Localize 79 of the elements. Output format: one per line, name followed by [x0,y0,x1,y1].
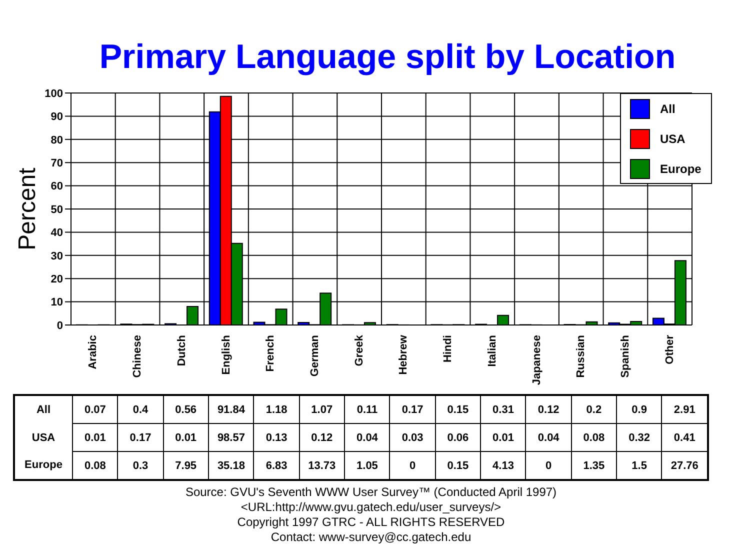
y-axis-title: Percent [14,167,41,250]
x-tick-label: French [264,334,277,372]
data-label: 1.35 [571,452,617,480]
chart-title: Primary Language split by Location [98,38,677,76]
x-tick-label: Chinese [132,335,144,378]
x-tick-label: Greek [353,334,366,366]
data-label: 0.07 [72,395,118,424]
y-tick-label: 80 [50,134,63,146]
x-tick-label: English [220,334,232,375]
legend-label: All [660,102,676,116]
data-label: 0 [390,452,436,480]
data-label: 0.4 [118,395,164,424]
text: Europe [24,459,62,472]
source-note: Source: GVU's Seventh WWW User Survey™ (Conducted April 1997) [184,485,558,500]
data-label: 0.15 [435,452,481,480]
data-label: 0.01 [480,424,526,452]
x-tick-label: Italian [486,334,498,367]
text: All [36,404,51,416]
data-label: 0.01 [72,424,118,452]
x-tick-label: Dutch [176,334,188,366]
data-label: 1.5 [616,452,662,480]
data-label: 0.04 [526,424,572,452]
x-tick-label: Spanish [619,334,632,378]
data-label: 0.01 [163,424,209,452]
x-tick-label: German [308,334,321,377]
data-label: 1.18 [254,395,300,424]
data-label: 0.15 [435,395,481,424]
y-tick-label: 60 [50,180,63,193]
data-label: 0.03 [390,424,436,452]
data-label: 0.08 [72,452,118,480]
data-label: 0.56 [163,395,209,424]
data-label: 35.18 [208,452,254,480]
text: <URL:http://www.gvu.gatech.edu/user_surveys/> [240,500,502,515]
data-label: 0.12 [299,424,345,452]
y-tick-label: 10 [50,296,63,309]
x-tick-label: Hebrew [398,334,410,375]
y-tick-label: 30 [50,250,63,262]
legend-label: Europe [660,162,702,176]
legend-label: USA [660,132,686,146]
data-label: 2.91 [662,395,708,424]
x-tick-label: Japanese [530,335,543,386]
y-tick-label: 20 [50,274,63,286]
y-tick-label: 0 [56,320,63,332]
text: Copyright 1997 GTRC - ALL RIGHTS RESERVED [236,515,506,530]
data-label: 0 [526,452,572,480]
x-tick-label: Arabic [87,335,100,370]
y-tick-label: 50 [50,204,63,216]
text: USA [32,432,56,444]
data-label: 0.04 [344,424,390,452]
data-label: 0.06 [435,424,481,452]
data-label: 0.11 [344,395,390,424]
data-label: 0.9 [616,395,662,424]
x-tick-label: Hindi [442,335,454,362]
data-label: 1.05 [344,452,390,480]
data-label: 0.41 [662,424,708,452]
y-tick-label: 90 [50,111,63,124]
y-tick-label: 100 [44,88,63,100]
data-label: 0.3 [118,452,164,480]
data-label: 91.84 [208,395,254,424]
data-label: 7.95 [163,452,209,480]
data-label: 0.08 [571,424,617,452]
data-label: 0.12 [526,395,572,424]
y-tick-label: 40 [50,227,63,240]
data-label: 0.31 [480,395,526,424]
x-tick-label: Russian [575,334,588,378]
data-label: 4.13 [480,452,526,480]
data-label: 0.17 [118,424,164,452]
data-label: 0.2 [571,395,617,424]
text: Contact: www-survey@cc.gatech.edu [270,530,472,545]
x-tick-label: Other [664,334,676,364]
data-label: 27.76 [662,452,708,480]
data-label: 0.13 [254,424,300,452]
data-label: 1.07 [299,395,345,424]
y-tick-label: 70 [50,158,63,170]
data-label: 6.83 [254,452,300,480]
data-label: 13.73 [299,452,345,480]
data-label: 0.32 [616,424,662,452]
data-label: 98.57 [208,424,254,452]
data-label: 0.17 [390,395,436,424]
